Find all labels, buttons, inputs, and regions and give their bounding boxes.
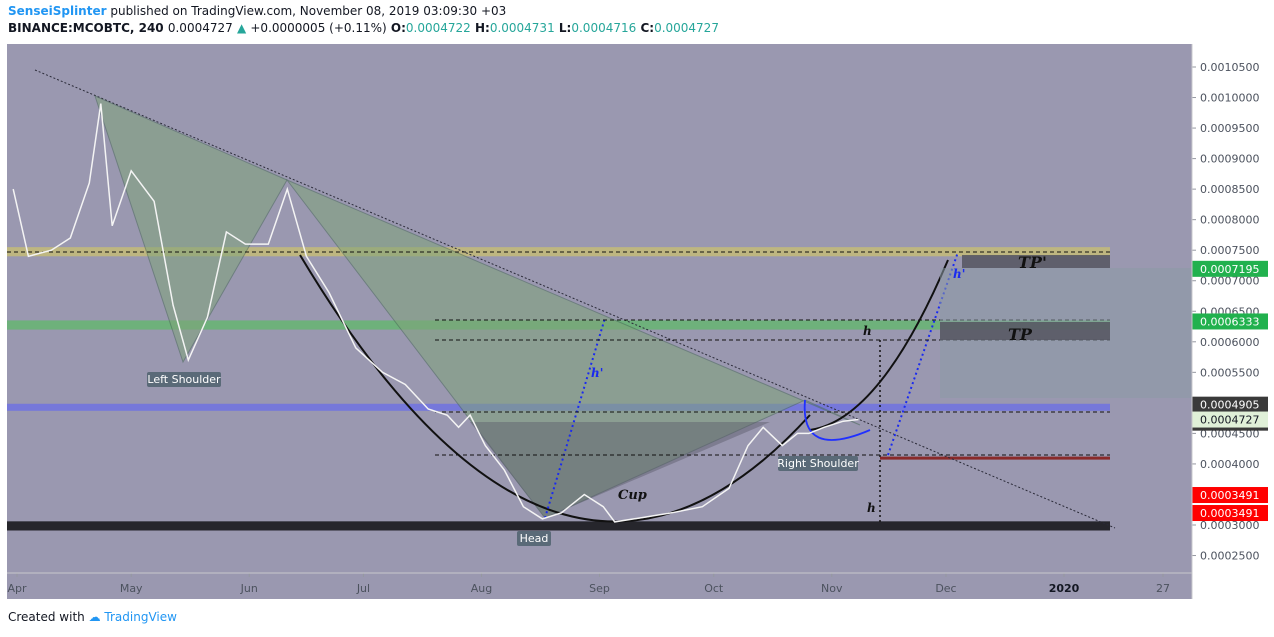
h-prime-right (887, 251, 959, 456)
price-label-bg (1192, 260, 1268, 277)
price-label: 0.0007195 (1200, 263, 1260, 276)
time-axis[interactable]: Apr May Jun Jul Aug Sep Oct Nov Dec 2020 27 (7, 573, 1170, 595)
y-tick-label: 0.0006000 (1200, 336, 1260, 349)
symbol-line: BINANCE:MCOBTC, 240 0.0004727 ▲ +0.00000… (8, 21, 719, 35)
right-shoulder-label: Right Shoulder (777, 457, 859, 470)
support-line (880, 456, 1110, 460)
y-tick-label: 0.0010500 (1200, 61, 1260, 74)
high-label: H: (474, 21, 490, 35)
publish-info: published on TradingView.com, November 0… (110, 4, 507, 18)
black-zone (7, 521, 1110, 531)
tradingview-brand[interactable]: TradingView (104, 610, 177, 624)
created-with-label: Created with (8, 610, 85, 624)
tradingview-logo-icon[interactable]: ☁ (88, 610, 101, 624)
x-tick-label: Jun (240, 582, 258, 595)
h-label-top: h (863, 324, 872, 338)
x-tick-label: 2020 (1049, 582, 1080, 595)
x-tick-label: Dec (935, 582, 956, 595)
annotations: Left Shoulder Head Right Shoulder Cup TP' TP h… (147, 253, 1047, 546)
head-label-bg (517, 531, 551, 546)
projection-curve (809, 259, 949, 431)
price-series (12, 103, 859, 523)
y-tick-label: 0.0008000 (1200, 214, 1260, 227)
tp-prime-box (962, 255, 1110, 268)
y-tick-label: 0.0009500 (1200, 122, 1260, 135)
h-prime-label-left: h' (591, 366, 603, 380)
left-shoulder-shape (94, 95, 288, 364)
author-name[interactable]: SenseiSplinter (8, 4, 107, 18)
h-label-bottom: h (867, 501, 876, 515)
tp-label: TP (1008, 325, 1033, 344)
low-value: 0.0004716 (571, 21, 637, 35)
tp-box (940, 322, 1110, 340)
pattern-drawings (7, 69, 1192, 529)
symbol: BINANCE:MCOBTC, 240 (8, 21, 164, 35)
y-tick-label: 0.0007500 (1200, 244, 1260, 257)
price-label: 0.0006333 (1200, 315, 1260, 328)
close-label: C: (640, 21, 655, 35)
y-tick-label: 0.0005500 (1200, 366, 1260, 379)
left-shoulder-label: Left Shoulder (147, 373, 221, 386)
x-tick-label: May (120, 582, 143, 595)
x-tick-label: Apr (7, 582, 27, 595)
y-tick-label: 0.0003000 (1200, 519, 1260, 532)
price-line (12, 103, 859, 523)
x-tick-label: Aug (471, 582, 492, 595)
x-tick-label: Nov (821, 582, 843, 595)
cup-label: Cup (618, 488, 647, 503)
right-shoulder-label-bg (778, 456, 858, 471)
price-label-bg (1192, 487, 1268, 504)
price-label-bg (1192, 396, 1268, 413)
head-label: Head (520, 532, 549, 545)
handle-curve (803, 399, 871, 441)
price-label-bg (1192, 505, 1268, 522)
y-tick-label: 0.0007000 (1200, 275, 1260, 288)
x-tick-label: Oct (704, 582, 724, 595)
price-label: 0.0003491 (1200, 507, 1260, 520)
y-tick-label: 0.0010000 (1200, 92, 1260, 105)
price-labels: 0.00071950.00063330.00049050.00049050.00… (1192, 260, 1268, 522)
x-tick-label: Jul (356, 582, 370, 595)
y-tick-label: 0.0004000 (1200, 458, 1260, 471)
tp-prime-label: TP' (1018, 253, 1047, 272)
price-label: 0.0004727 (1200, 414, 1260, 427)
price-label: 0.0004905 (1200, 399, 1260, 412)
last-price: 0.0004727 (167, 21, 233, 35)
left-shoulder-label-bg (147, 372, 221, 387)
close-value: 0.0004727 (654, 21, 719, 35)
open-label: O: (390, 21, 406, 35)
up-arrow-icon: ▲ (236, 21, 247, 35)
y-tick-label: 0.0002500 (1200, 550, 1260, 563)
high-value: 0.0004731 (489, 21, 555, 35)
price-label-bg (1192, 313, 1268, 330)
low-label: L: (558, 21, 572, 35)
open-value: 0.0004722 (405, 21, 471, 35)
y-tick-label: 0.0009000 (1200, 153, 1260, 166)
price-label-bg (1192, 411, 1268, 428)
head-shadow (470, 422, 770, 518)
x-tick-label: 27 (1156, 582, 1170, 595)
price-change: +0.0000005 (+0.11%) (250, 21, 387, 35)
footer: Created with ☁ TradingView (8, 610, 177, 624)
y-tick-label: 0.0008500 (1200, 183, 1260, 196)
publish-line: SenseiSplinter published on TradingView.… (8, 4, 506, 18)
x-tick-label: Sep (589, 582, 610, 595)
h-prime-label-right: h' (953, 267, 965, 281)
price-label: 0.0003491 (1200, 489, 1260, 502)
trendline (34, 69, 1116, 529)
yellow-zone (7, 247, 1110, 257)
